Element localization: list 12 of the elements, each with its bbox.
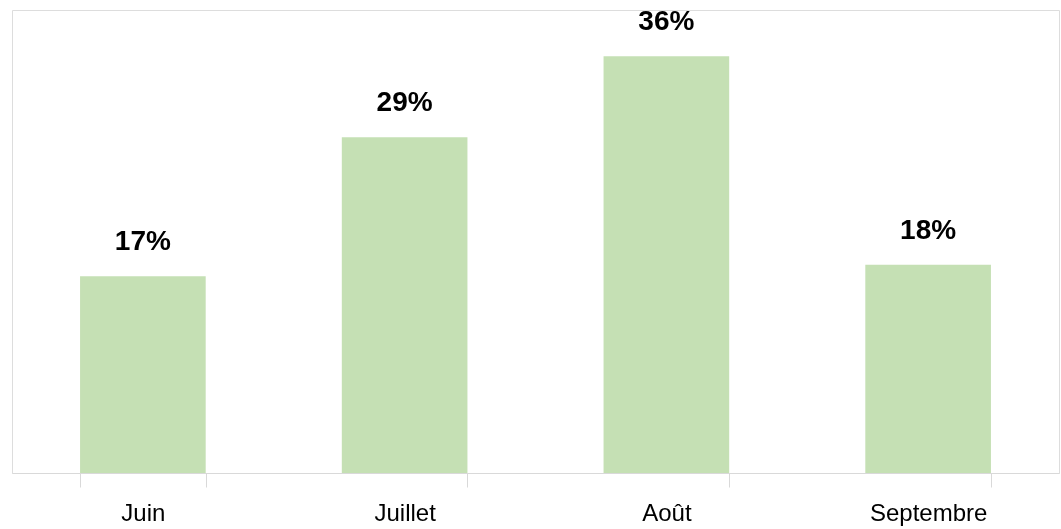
x-tick-label: Septembre — [869, 498, 988, 526]
bar — [865, 264, 991, 473]
data-label: 17% — [114, 225, 171, 257]
x-tick-label: Août — [642, 498, 692, 526]
bar — [341, 137, 468, 473]
bar — [80, 276, 206, 473]
x-tick-label: Juillet — [374, 498, 437, 526]
data-label: 29% — [376, 86, 433, 118]
data-label: 36% — [638, 5, 695, 37]
x-tick-label: Juin — [121, 498, 166, 526]
bar — [603, 56, 730, 473]
data-label: 18% — [900, 213, 957, 245]
